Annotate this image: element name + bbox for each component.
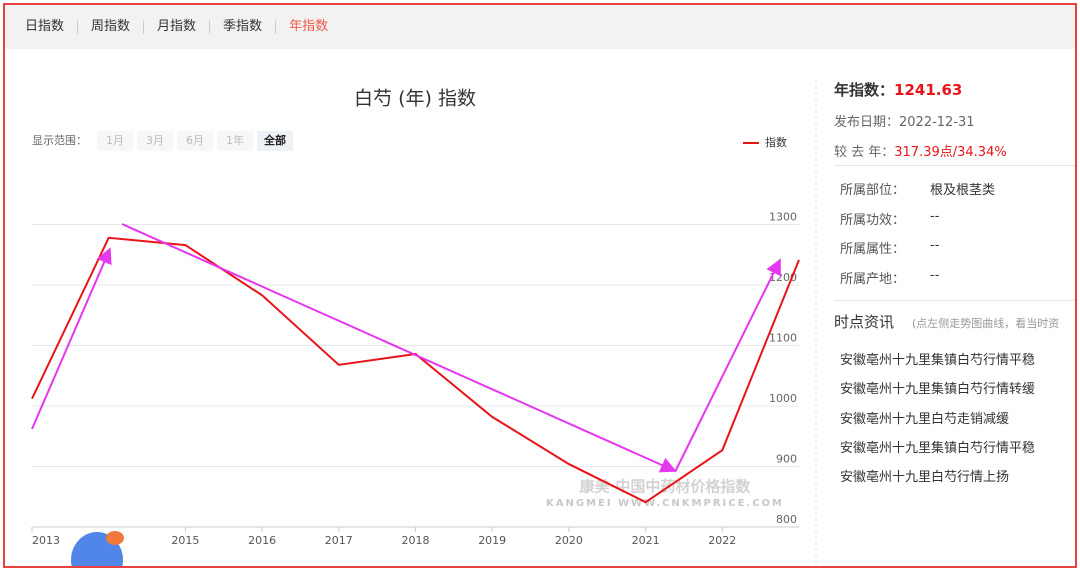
trend-arrow (121, 223, 677, 473)
news-header: 时点资讯 (点左侧走势图曲线，看当时资 (834, 311, 1059, 332)
trend-arrow (674, 258, 781, 473)
range-button-bg (257, 131, 293, 151)
range-label: 显示范围： (32, 133, 87, 147)
tab[interactable]: 日指数 (25, 19, 65, 34)
x-tick-label: 2018 (402, 534, 430, 547)
range-button-label: 1年 (226, 133, 244, 147)
tab[interactable]: 周指数 (77, 20, 143, 34)
news-item[interactable]: 安徽亳州十九里集镇白芍行情平稳 (840, 353, 1036, 368)
legend-label: 指数 (765, 135, 787, 149)
news-item[interactable]: 安徽亳州十九里集镇白芍行情平稳 (840, 440, 1036, 456)
news-hint: (点左侧走势图曲线，看当时资 (912, 317, 1060, 330)
range-button-bg (137, 131, 173, 151)
index-value: 1241.63 (894, 81, 963, 99)
index-line: 年指数：1241.63 (834, 79, 962, 100)
x-tick-label: 2021 (632, 534, 660, 547)
change-line: 较 去 年：317.39点/34.34% (834, 141, 1007, 160)
x-tick-label: 2015 (171, 534, 199, 547)
change-label: 较 去 年： (834, 145, 895, 160)
range-button-bg (217, 131, 253, 151)
tab[interactable]: 年指数 (275, 20, 341, 34)
watermark: KANGMEI WWW.CNKMPRICE.COM (546, 498, 784, 509)
range-button-bg (177, 131, 213, 151)
date-value: 2022-12-31 (899, 115, 975, 130)
tab[interactable]: 月指数 (143, 20, 209, 34)
index-label: 年指数： (834, 81, 895, 99)
date-line: 发布日期：2022-12-31 (834, 111, 975, 130)
attribute-value: -- (930, 267, 940, 283)
chart-title: 白芍 (年) 指数 (354, 88, 476, 110)
range-button[interactable]: 全部 (257, 131, 293, 151)
x-tick-label: 2013 (32, 534, 60, 547)
range-button-label: 全部 (263, 133, 286, 147)
date-label: 发布日期： (834, 115, 900, 130)
news-item[interactable]: 安徽亳州十九里白芍走销减缓 (840, 411, 1010, 427)
news-title: 时点资讯 (834, 313, 895, 331)
range-button[interactable]: 3月 (137, 131, 173, 151)
attribute-label: 所属功效： (840, 212, 906, 228)
tab-bar: 日指数 周指数 月指数 季指数 年指数 (5, 5, 1075, 49)
news-item[interactable]: 安徽亳州十九里白芍行情上扬 (840, 470, 1010, 486)
range-button-label: 1月 (106, 134, 124, 147)
news-item[interactable]: 安徽亳州十九里集镇白芍行情转缓 (840, 382, 1036, 398)
chart: 白芍 (年) 指数 显示范围： 1月 3月 6月 1年 全部 指数 800 900 1000 11… (31, 80, 817, 566)
attribute-label: 所属部位： (840, 183, 906, 198)
trend-arrow (31, 247, 112, 430)
data-line (31, 236, 800, 504)
y-tick-label: 1000 (769, 392, 797, 405)
range-button[interactable]: 1月 (97, 131, 133, 151)
range-button-label: 6月 (186, 134, 204, 147)
tab[interactable]: 季指数 (209, 20, 275, 34)
range-button[interactable]: 1年 (217, 131, 253, 151)
y-tick-label: 1100 (769, 332, 797, 345)
mascot (106, 531, 124, 545)
attribute-value: -- (930, 208, 940, 224)
attribute-value: 根及根茎类 (930, 183, 996, 198)
x-tick-label: 2016 (248, 534, 276, 547)
y-tick-label: 1300 (769, 211, 797, 224)
range-button-bg (97, 131, 133, 151)
separator (834, 165, 1075, 166)
x-tick-label: 2022 (708, 534, 736, 547)
attribute-value: -- (930, 238, 940, 253)
y-tick-label: 800 (776, 513, 797, 526)
change-value: 317.39点/34.34% (894, 145, 1007, 160)
attribute-label: 所属产地： (840, 271, 906, 287)
x-tick-label: 2017 (325, 534, 353, 547)
info-panel: 年指数：1241.63 发布日期：2022-12-31 较 去 年：317.39… (834, 75, 1075, 555)
range-button[interactable]: 6月 (177, 131, 213, 151)
separator (834, 300, 1075, 301)
range-button-label: 3月 (146, 134, 164, 147)
y-tick-label: 900 (776, 453, 797, 466)
watermark: 康美·中国中药材价格指数 (580, 478, 752, 496)
x-tick-label: 2019 (478, 534, 506, 547)
frame: 日指数 周指数 月指数 季指数 年指数 白芍 (年) 指数 显示范围： 1月 3月 6月 1年… (3, 3, 1077, 568)
x-tick-label: 2020 (555, 534, 583, 547)
attribute-label: 所属属性： (840, 242, 906, 257)
